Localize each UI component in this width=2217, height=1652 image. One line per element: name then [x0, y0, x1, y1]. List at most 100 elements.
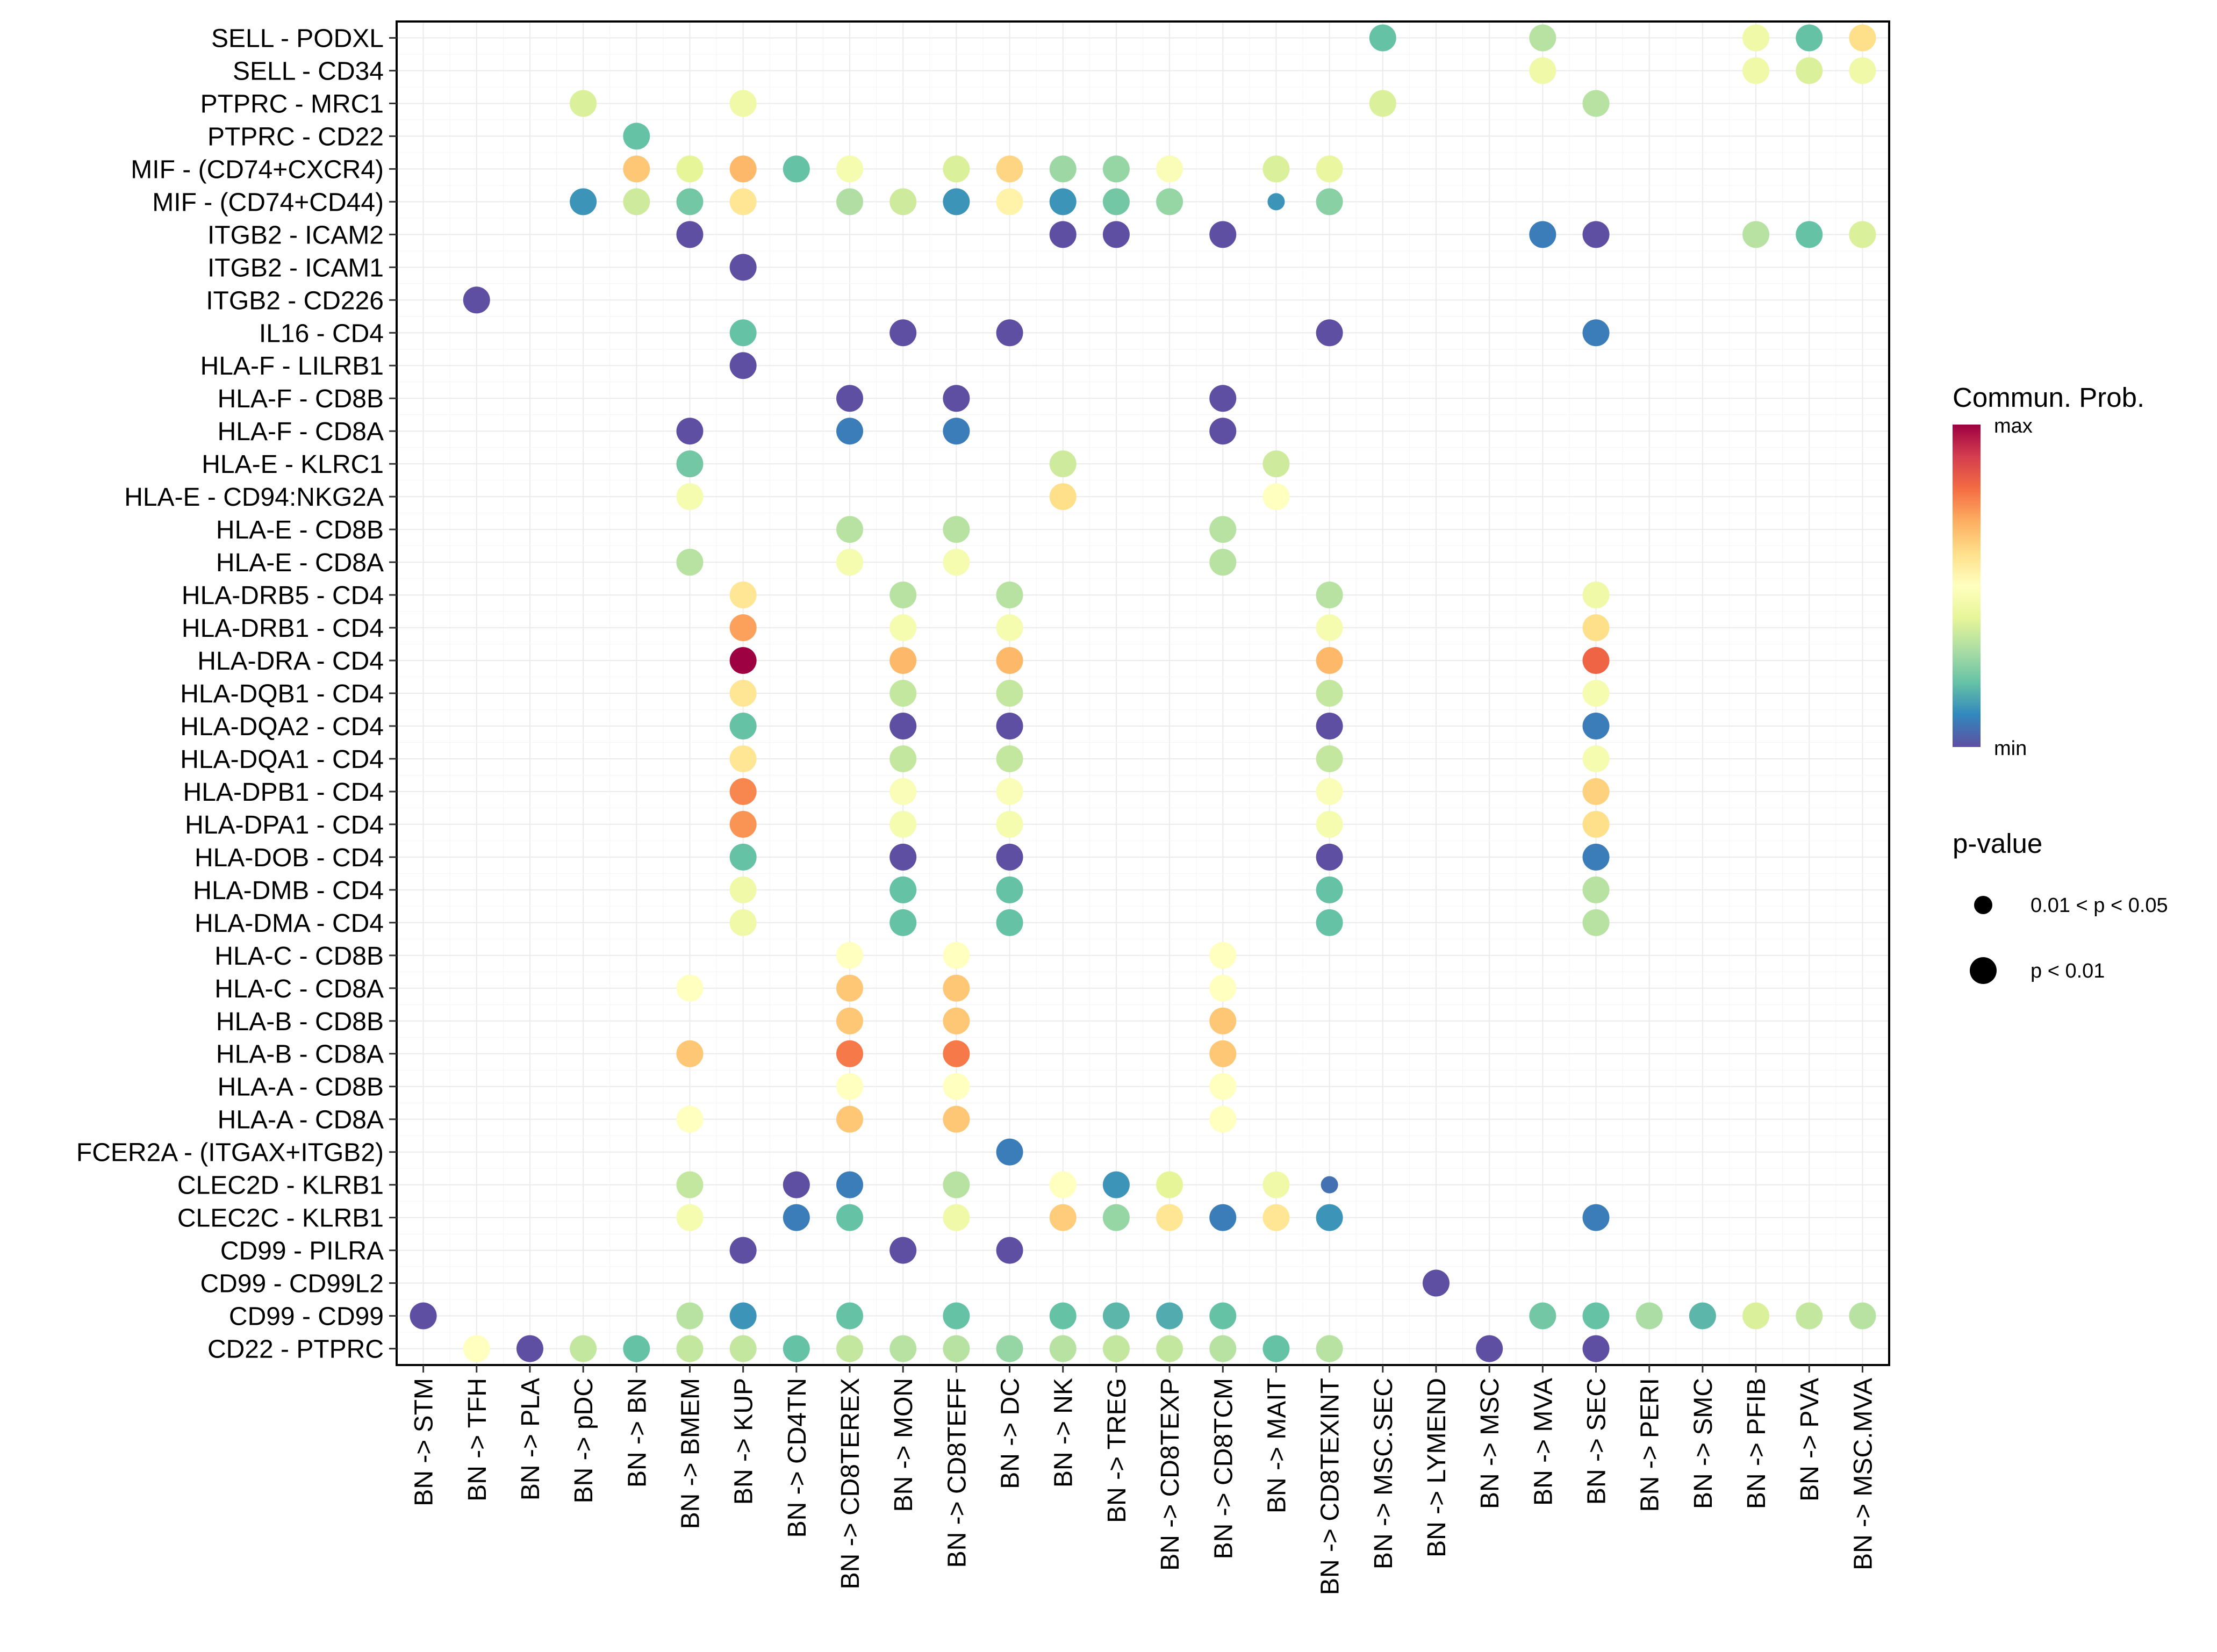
y-tick-label: CD22 - PTPRC — [207, 1335, 384, 1364]
data-point — [1102, 1302, 1130, 1330]
size-legend: p-value 0.01 < p < 0.05 p < 0.01 — [1953, 828, 2168, 984]
data-point — [889, 876, 917, 903]
data-point — [1316, 745, 1343, 772]
data-point — [783, 1204, 810, 1231]
data-point — [729, 319, 757, 347]
y-tick-label: HLA-DPA1 - CD4 — [185, 811, 384, 839]
data-point — [889, 1335, 917, 1362]
x-tick-label: BN -> KUP — [730, 1378, 758, 1505]
data-point — [1049, 1171, 1077, 1198]
data-point — [943, 1302, 970, 1330]
data-point — [943, 942, 970, 969]
data-point — [1582, 909, 1610, 936]
data-point — [1102, 1171, 1130, 1198]
data-point — [836, 1105, 864, 1133]
data-point — [463, 1335, 490, 1362]
data-point — [889, 647, 917, 674]
y-tick-label: HLA-E - CD8B — [216, 516, 384, 544]
size-legend-title: p-value — [1953, 828, 2042, 859]
data-point — [1262, 155, 1290, 183]
data-point — [729, 778, 757, 805]
data-point — [1102, 155, 1130, 183]
data-point — [1156, 1204, 1183, 1231]
data-point — [996, 188, 1023, 216]
data-points — [410, 24, 1876, 1362]
x-tick-label: BN -> CD8TEFF — [943, 1378, 971, 1568]
data-point — [996, 810, 1023, 838]
y-tick-label: HLA-DPB1 - CD4 — [183, 778, 384, 807]
x-tick-label: BN -> CD4TN — [783, 1378, 812, 1538]
y-tick-label: CLEC2C - KLRB1 — [177, 1204, 384, 1233]
data-point — [623, 123, 650, 150]
data-point — [1262, 450, 1290, 478]
data-point — [1209, 549, 1237, 576]
data-point — [943, 516, 970, 543]
data-point — [1849, 1302, 1876, 1330]
x-tick-label: BN -> PFIB — [1742, 1378, 1771, 1509]
data-point — [1316, 319, 1343, 347]
data-point — [996, 155, 1023, 183]
data-point — [783, 155, 810, 183]
data-point — [1209, 1335, 1237, 1362]
data-point — [1156, 1302, 1183, 1330]
data-point — [676, 549, 704, 576]
y-tick-label: HLA-DQA2 - CD4 — [180, 713, 384, 741]
data-point — [1156, 188, 1183, 216]
data-point — [1316, 614, 1343, 642]
data-point — [1049, 221, 1077, 248]
y-tick-label: HLA-E - CD8A — [216, 549, 384, 577]
y-tick-label: MIF - (CD74+CXCR4) — [131, 155, 384, 184]
data-point — [889, 614, 917, 642]
x-tick-label: BN -> PLA — [516, 1378, 545, 1500]
data-point — [1209, 221, 1237, 248]
data-point — [1635, 1302, 1663, 1330]
x-tick-label: BN -> MVA — [1529, 1378, 1558, 1506]
data-point — [1316, 876, 1343, 903]
data-point — [1582, 1335, 1610, 1362]
data-point — [1742, 24, 1770, 52]
data-point — [1796, 57, 1823, 84]
y-tick-label: HLA-F - LILRB1 — [200, 352, 384, 380]
y-tick-label: CLEC2D - KLRB1 — [177, 1172, 384, 1200]
data-point — [836, 1171, 864, 1198]
data-point — [943, 974, 970, 1002]
data-point — [1529, 221, 1556, 248]
data-point — [889, 843, 917, 871]
y-tick-label: ITGB2 - CD226 — [206, 286, 384, 315]
data-point — [1582, 680, 1610, 707]
data-point — [996, 909, 1023, 936]
x-tick-label: BN -> CD8TCM — [1209, 1378, 1238, 1559]
data-point — [1316, 1204, 1343, 1231]
data-point — [729, 745, 757, 772]
data-point — [1476, 1335, 1503, 1362]
data-point — [836, 1204, 864, 1231]
x-tick-label: BN -> MSC — [1476, 1378, 1504, 1509]
data-point — [1102, 1204, 1130, 1231]
data-point — [1529, 24, 1556, 52]
x-tick-label: BN -> SEC — [1583, 1378, 1611, 1505]
x-axis: BN -> STM BN -> TFH BN -> PLA BN -> pDC BN -… — [410, 1365, 1877, 1595]
data-point — [1209, 1105, 1237, 1133]
data-point — [729, 843, 757, 871]
y-tick-label: HLA-A - CD8A — [218, 1106, 384, 1134]
data-point — [889, 188, 917, 216]
data-point — [1369, 90, 1396, 117]
data-point — [1582, 778, 1610, 805]
data-point — [729, 581, 757, 609]
data-point — [1529, 1302, 1556, 1330]
y-tick-label: HLA-A - CD8B — [218, 1073, 384, 1102]
data-point — [1849, 57, 1876, 84]
data-point — [1209, 1040, 1237, 1067]
x-tick-label: BN -> TFH — [463, 1378, 492, 1502]
data-point — [1742, 1302, 1770, 1330]
y-tick-label: HLA-C - CD8B — [214, 942, 384, 971]
data-point — [996, 1138, 1023, 1166]
data-point — [889, 810, 917, 838]
data-point — [623, 188, 650, 216]
data-point — [570, 1335, 597, 1362]
data-point — [1262, 1335, 1290, 1362]
data-point — [1582, 647, 1610, 674]
x-tick-label: BN -> LYMEND — [1423, 1378, 1451, 1557]
data-point — [676, 155, 704, 183]
x-tick-label: BN -> CD8TEXINT — [1316, 1378, 1345, 1595]
